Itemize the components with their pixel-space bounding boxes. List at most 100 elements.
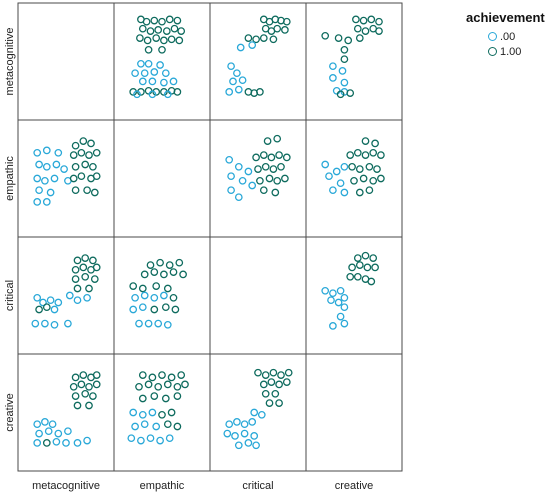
point-empathic-vs-metacognitive-6 — [60, 165, 68, 173]
point-empathic-vs-critical-22 — [271, 188, 280, 197]
point-critical-vs-metacognitive-13 — [73, 296, 82, 305]
scatterplot-matrix: metacognitive empathic critical creative met… — [4, 2, 403, 492]
point-metacognitive-vs-empathic-29 — [160, 78, 168, 87]
legend-title: achievement — [466, 10, 545, 25]
point-metacognitive-vs-empathic-13 — [143, 36, 152, 45]
point-metacognitive-vs-empathic-4 — [165, 15, 174, 24]
point-creative-vs-empathic-25 — [127, 434, 136, 443]
point-critical-vs-empathic-15 — [150, 293, 159, 302]
legend: achievement .00 1.00 — [466, 10, 550, 59]
point-metacognitive-vs-creative-14 — [329, 62, 337, 71]
point-empathic-vs-metacognitive-18 — [69, 151, 78, 159]
point-critical-vs-empathic-10 — [138, 284, 147, 293]
point-critical-vs-metacognitive-6 — [92, 263, 101, 272]
point-creative-vs-critical-12 — [275, 399, 283, 407]
point-creative-vs-empathic-22 — [152, 422, 161, 431]
matrix-points — [31, 15, 385, 450]
point-empathic-vs-creative-13 — [355, 165, 364, 173]
point-critical-vs-creative-19 — [329, 322, 337, 330]
matrix-axis-labels: metacognitive empathic critical creative met… — [4, 28, 373, 492]
point-creative-vs-metacognitive-4 — [69, 382, 78, 391]
point-empathic-vs-metacognitive-25 — [69, 174, 78, 183]
point-empathic-vs-creative-11 — [377, 151, 385, 159]
point-empathic-vs-critical-12 — [282, 153, 291, 162]
point-creative-vs-critical-25 — [252, 441, 260, 450]
point-critical-vs-creative-5 — [363, 263, 372, 272]
point-metacognitive-vs-critical-13 — [236, 43, 245, 52]
point-empathic-vs-metacognitive-20 — [85, 151, 93, 159]
point-empathic-vs-metacognitive-31 — [90, 188, 99, 197]
point-creative-vs-critical-17 — [240, 420, 249, 429]
point-empathic-vs-critical-6 — [244, 167, 253, 176]
panel-creative-vs-metacognitive — [17, 353, 115, 472]
point-critical-vs-creative-16 — [334, 298, 343, 307]
point-metacognitive-vs-empathic-31 — [129, 88, 138, 96]
point-critical-vs-creative-3 — [348, 263, 356, 272]
point-empathic-vs-critical-24 — [273, 134, 282, 143]
point-critical-vs-metacognitive-15 — [33, 293, 42, 302]
point-creative-vs-critical-19 — [223, 429, 232, 438]
point-creative-vs-empathic-4 — [177, 371, 186, 379]
point-creative-vs-metacognitive-14 — [41, 418, 49, 426]
point-creative-vs-metacognitive-25 — [83, 436, 91, 445]
point-critical-vs-metacognitive-17 — [46, 296, 55, 305]
point-creative-vs-critical-23 — [234, 441, 243, 450]
point-empathic-vs-metacognitive-0 — [33, 148, 42, 157]
point-metacognitive-vs-empathic-40 — [163, 90, 172, 99]
point-creative-vs-empathic-7 — [154, 382, 163, 391]
point-critical-vs-metacognitive-18 — [54, 298, 63, 307]
point-metacognitive-vs-critical-10 — [252, 35, 260, 44]
point-critical-vs-metacognitive-8 — [81, 272, 90, 281]
legend-swatch-group-0 — [488, 32, 497, 41]
point-metacognitive-vs-empathic-5 — [173, 16, 182, 25]
legend-label-group-1: 1.00 — [500, 45, 522, 58]
point-metacognitive-vs-creative-9 — [334, 34, 343, 42]
point-metacognitive-vs-creative-21 — [336, 90, 345, 99]
point-critical-vs-creative-1 — [361, 251, 370, 260]
point-metacognitive-vs-creative-16 — [329, 74, 337, 82]
point-empathic-vs-metacognitive-15 — [71, 141, 80, 150]
point-creative-vs-empathic-26 — [137, 436, 145, 445]
point-empathic-vs-critical-20 — [281, 174, 289, 183]
point-metacognitive-vs-creative-20 — [346, 89, 355, 97]
panel-creative-vs-creative — [305, 353, 403, 472]
point-creative-vs-metacognitive-12 — [85, 401, 93, 410]
point-creative-vs-critical-18 — [248, 418, 257, 426]
point-creative-vs-metacognitive-24 — [73, 439, 82, 447]
point-metacognitive-vs-creative-2 — [367, 15, 376, 24]
point-metacognitive-vs-empathic-37 — [173, 88, 182, 96]
point-creative-vs-critical-24 — [244, 439, 253, 447]
point-empathic-vs-metacognitive-16 — [79, 137, 88, 145]
point-critical-vs-creative-8 — [353, 272, 362, 281]
point-creative-vs-metacognitive-11 — [73, 401, 82, 410]
point-empathic-vs-creative-14 — [365, 162, 374, 171]
point-metacognitive-vs-empathic-14 — [152, 34, 161, 42]
point-metacognitive-vs-empathic-22 — [156, 61, 164, 69]
point-empathic-vs-metacognitive-11 — [35, 186, 43, 195]
point-critical-vs-metacognitive-24 — [50, 320, 59, 329]
point-creative-vs-metacognitive-22 — [52, 437, 61, 446]
point-metacognitive-vs-empathic-34 — [152, 88, 161, 96]
point-metacognitive-vs-empathic-26 — [161, 69, 170, 78]
point-empathic-vs-creative-23 — [371, 139, 379, 148]
point-creative-vs-empathic-8 — [163, 380, 172, 389]
point-critical-vs-empathic-2 — [165, 261, 174, 269]
point-creative-vs-critical-22 — [250, 432, 259, 440]
point-critical-vs-creative-15 — [327, 296, 335, 305]
point-creative-vs-empathic-9 — [173, 382, 182, 391]
point-critical-vs-metacognitive-4 — [79, 263, 88, 272]
point-creative-vs-empathic-1 — [148, 373, 157, 382]
y-axis-label-creative: creative — [4, 393, 16, 432]
point-empathic-vs-metacognitive-1 — [42, 146, 51, 155]
point-metacognitive-vs-empathic-6 — [138, 24, 147, 33]
point-creative-vs-critical-2 — [269, 368, 278, 377]
point-critical-vs-metacognitive-10 — [73, 284, 82, 293]
point-metacognitive-vs-empathic-3 — [158, 17, 166, 26]
point-empathic-vs-critical-23 — [263, 137, 272, 145]
point-empathic-vs-metacognitive-17 — [87, 139, 95, 148]
point-creative-vs-empathic-5 — [135, 382, 143, 391]
y-axis-label-metacognitive: metacognitive — [4, 28, 16, 96]
point-metacognitive-vs-creative-15 — [338, 67, 347, 75]
point-empathic-vs-critical-15 — [269, 165, 278, 173]
point-metacognitive-vs-empathic-9 — [162, 27, 171, 35]
